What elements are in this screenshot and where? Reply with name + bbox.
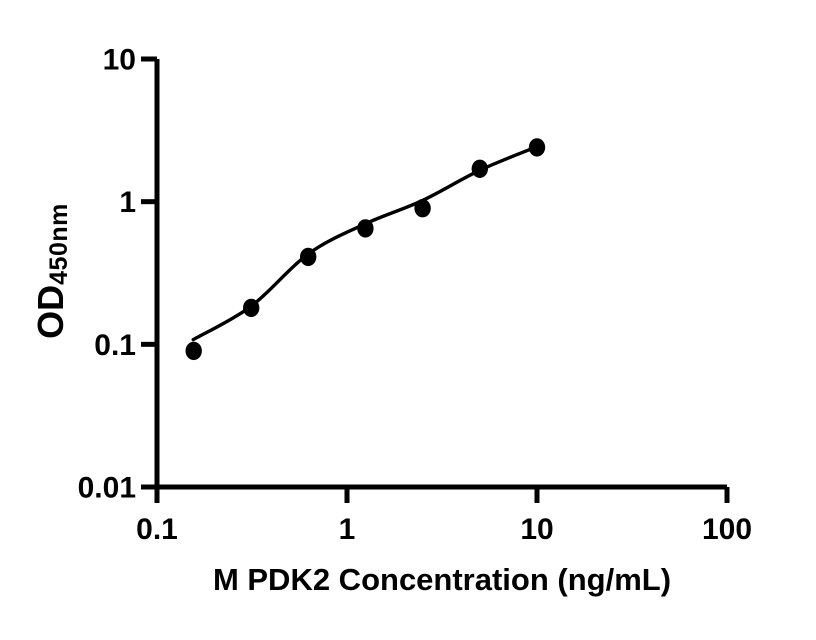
- x-tick-label: 10: [520, 513, 553, 546]
- data-point: [357, 219, 374, 238]
- data-point: [471, 159, 488, 178]
- data-point: [414, 199, 431, 218]
- y-tick-label: 10: [103, 44, 136, 77]
- data-point: [243, 298, 260, 318]
- y-axis-title: OD450nm: [27, 141, 75, 401]
- y-tick-label: 1: [119, 186, 136, 219]
- y-axis-title-main: OD: [30, 284, 71, 339]
- x-axis-title: M PDK2 Concentration (ng/mL): [212, 562, 672, 597]
- y-tick-label: 0.1: [94, 329, 136, 362]
- data-point: [300, 247, 317, 267]
- data-point: [528, 138, 546, 157]
- x-tick-label: 100: [702, 513, 752, 546]
- x-tick-label: 0.1: [136, 513, 178, 546]
- data-point: [185, 341, 202, 361]
- y-tick-label: 0.01: [78, 472, 136, 505]
- x-tick-label: 1: [339, 513, 356, 546]
- y-axis-title-subscript: 450nm: [45, 203, 73, 285]
